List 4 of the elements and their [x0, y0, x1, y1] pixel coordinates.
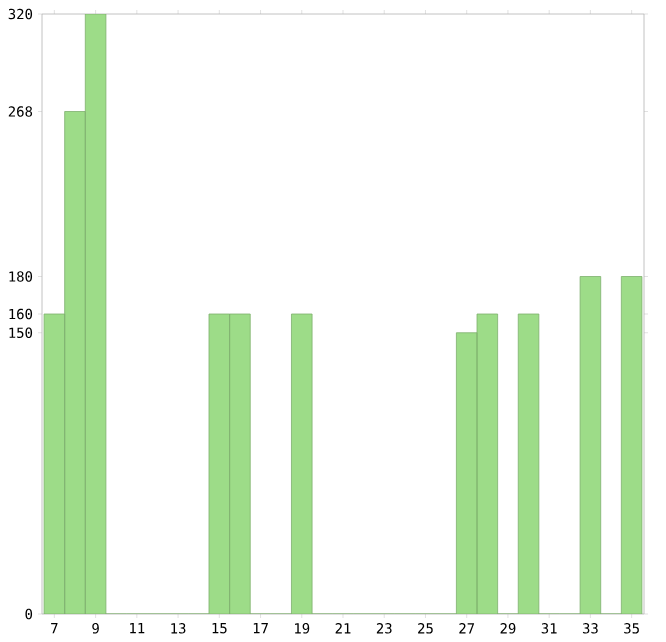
bar — [518, 314, 539, 614]
bar — [580, 276, 601, 614]
bar — [620, 276, 643, 614]
bar — [291, 314, 313, 614]
